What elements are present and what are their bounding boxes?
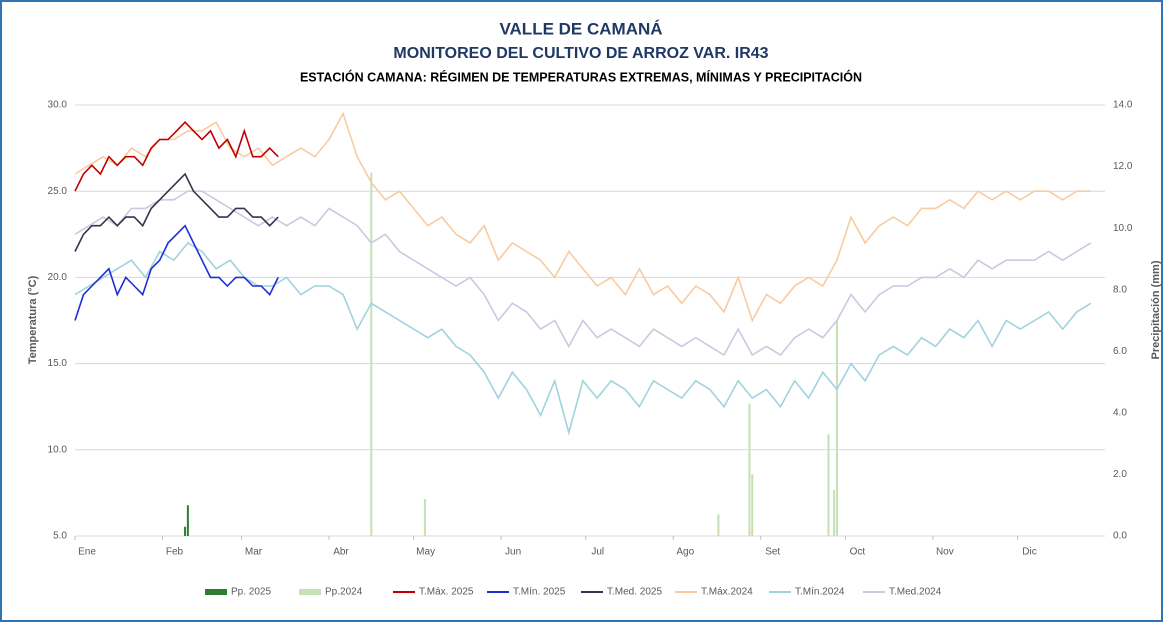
- x-tick-label: Jun: [505, 547, 521, 558]
- legend-label: T.Máx. 2025: [419, 587, 474, 598]
- x-tick-label: Ene: [78, 547, 96, 558]
- y2-tick-label: 2.0: [1113, 469, 1127, 480]
- precip-bar: [827, 434, 830, 536]
- temperature-line: [74, 121, 279, 192]
- legend-swatch: [205, 589, 227, 595]
- legend-label: Pp.2024: [325, 587, 363, 598]
- y-tick-label: 30.0: [48, 100, 68, 111]
- x-tick-label: Dic: [1022, 547, 1036, 558]
- precip-bar: [423, 499, 426, 536]
- x-tick-label: Mar: [245, 547, 263, 558]
- temperature-line: [74, 224, 279, 321]
- precip-bar: [370, 172, 373, 536]
- y-axis-label: Temperatura (°C): [27, 275, 39, 364]
- y-tick-label: 20.0: [48, 272, 68, 283]
- precip-bar: [835, 320, 838, 536]
- precip-bar: [717, 514, 720, 536]
- temperature-line: [74, 172, 279, 252]
- temperature-line: [74, 111, 1091, 323]
- chart-subtitle: MONITOREO DEL CULTIVO DE ARROZ VAR. IR43: [393, 45, 768, 62]
- y2-tick-label: 0.0: [1113, 531, 1127, 542]
- temperature-line: [74, 190, 1092, 357]
- chart-title: VALLE DE CAMANÁ: [499, 19, 662, 38]
- x-tick-label: Ago: [676, 547, 694, 558]
- legend-label: T.Máx.2024: [701, 587, 753, 598]
- precip-bar: [184, 526, 187, 536]
- precip-bar: [833, 489, 836, 536]
- y2-tick-label: 14.0: [1113, 100, 1133, 111]
- precip-bar: [748, 403, 751, 536]
- x-tick-label: Nov: [936, 547, 954, 558]
- precip-bar: [751, 474, 754, 536]
- x-tick-label: Abr: [333, 547, 349, 558]
- y2-axis-label: Precipitación (mm): [1150, 260, 1162, 359]
- x-tick-label: Oct: [850, 547, 866, 558]
- x-tick-label: Jul: [591, 547, 604, 558]
- precip-bar: [186, 505, 189, 536]
- y2-tick-label: 6.0: [1113, 346, 1127, 357]
- y-tick-label: 10.0: [48, 444, 68, 455]
- y-tick-label: 5.0: [53, 531, 67, 542]
- legend-label: T.Mín.2024: [795, 587, 845, 598]
- legend-swatch: [299, 589, 321, 595]
- y2-tick-label: 10.0: [1113, 223, 1133, 234]
- legend-label: T.Med.2024: [889, 587, 942, 598]
- x-tick-label: Set: [765, 547, 780, 558]
- y2-tick-label: 12.0: [1113, 161, 1133, 172]
- x-tick-label: May: [416, 547, 435, 558]
- x-tick-label: Feb: [166, 547, 184, 558]
- legend-label: T.Med. 2025: [607, 587, 662, 598]
- chart-heading: ESTACIÓN CAMANA: RÉGIMEN DE TEMPERATURAS…: [300, 69, 862, 84]
- y2-tick-label: 8.0: [1113, 284, 1127, 295]
- legend-label: Pp. 2025: [231, 587, 271, 598]
- y2-tick-label: 4.0: [1113, 407, 1127, 418]
- legend-label: T.Mín. 2025: [513, 587, 566, 598]
- y-tick-label: 15.0: [48, 358, 68, 369]
- y-tick-label: 25.0: [48, 186, 68, 197]
